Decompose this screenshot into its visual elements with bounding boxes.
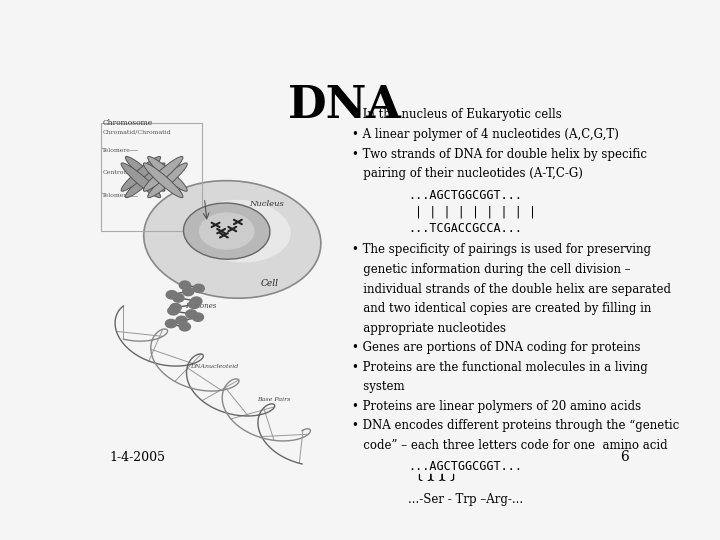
Text: pairing of their nucleotides (A-T,C-G): pairing of their nucleotides (A-T,C-G) [352, 167, 583, 180]
Circle shape [173, 294, 184, 302]
Text: | | | | | | | | |: | | | | | | | | | [415, 205, 536, 218]
Text: Chromatid/Chromatid: Chromatid/Chromatid [102, 129, 171, 134]
Text: 1-4-2005: 1-4-2005 [109, 451, 166, 464]
Text: 6: 6 [620, 450, 629, 464]
Circle shape [183, 287, 194, 296]
Circle shape [170, 303, 181, 312]
Text: genetic information during the cell division –: genetic information during the cell divi… [352, 263, 631, 276]
Text: • Genes are portions of DNA coding for proteins: • Genes are portions of DNA coding for p… [352, 341, 641, 354]
Ellipse shape [148, 163, 187, 198]
Text: • DNA encodes different proteins through the “genetic: • DNA encodes different proteins through… [352, 420, 680, 433]
Text: • Two strands of DNA for double helix by specific: • Two strands of DNA for double helix by… [352, 147, 647, 160]
Ellipse shape [199, 212, 255, 250]
Text: DNA: DNA [288, 84, 402, 126]
Text: • In the nucleus of Eukaryotic cells: • In the nucleus of Eukaryotic cells [352, 109, 562, 122]
Text: ...AGCTGGCGGT...: ...AGCTGGCGGT... [408, 461, 522, 474]
Circle shape [166, 319, 176, 328]
Text: Histones: Histones [185, 302, 216, 310]
Text: ...TCGACCGCCA...: ...TCGACCGCCA... [408, 222, 522, 235]
Ellipse shape [191, 200, 291, 262]
Text: ...AGCTGGCGGT...: ...AGCTGGCGGT... [408, 188, 522, 202]
Text: Chromosome: Chromosome [102, 119, 153, 127]
Circle shape [166, 291, 177, 299]
Text: Cell: Cell [260, 279, 278, 288]
Circle shape [179, 322, 190, 331]
Text: appropriate nucleotides: appropriate nucleotides [352, 322, 506, 335]
Text: system: system [352, 380, 405, 393]
Text: • Proteins are the functional molecules in a living: • Proteins are the functional molecules … [352, 361, 648, 374]
Ellipse shape [143, 157, 183, 191]
Text: • The specificity of pairings is used for preserving: • The specificity of pairings is used fo… [352, 244, 652, 256]
Text: ...-Ser - Trp –Arg-...: ...-Ser - Trp –Arg-... [408, 492, 523, 506]
Ellipse shape [143, 163, 183, 198]
Text: DNAnucleoteid: DNAnucleoteid [190, 364, 239, 369]
Circle shape [186, 310, 197, 318]
Text: Telomere: Telomere [102, 193, 131, 198]
Circle shape [168, 307, 179, 315]
Text: individual strands of the double helix are separated: individual strands of the double helix a… [352, 282, 671, 295]
Circle shape [192, 313, 204, 321]
Ellipse shape [184, 203, 270, 259]
Circle shape [189, 300, 199, 308]
Text: Nucleus: Nucleus [249, 200, 284, 208]
Circle shape [179, 281, 191, 289]
Ellipse shape [121, 157, 161, 191]
Text: code” – each three letters code for one  amino acid: code” – each three letters code for one … [352, 439, 668, 452]
Ellipse shape [144, 181, 321, 298]
Text: • Proteins are linear polymers of 20 amino acids: • Proteins are linear polymers of 20 ami… [352, 400, 642, 413]
Text: • A linear polymer of 4 nucleotides (A,C,G,T): • A linear polymer of 4 nucleotides (A,C… [352, 128, 619, 141]
Ellipse shape [148, 157, 187, 191]
Ellipse shape [125, 157, 165, 191]
Circle shape [191, 297, 202, 305]
Ellipse shape [121, 163, 161, 198]
Ellipse shape [125, 163, 165, 198]
Text: and two identical copies are created by filling in: and two identical copies are created by … [352, 302, 652, 315]
Circle shape [193, 284, 204, 293]
Text: Base Pairs: Base Pairs [258, 397, 291, 402]
Text: Centromere: Centromere [102, 171, 140, 176]
Text: Telomere: Telomere [102, 147, 131, 152]
Circle shape [176, 316, 187, 325]
